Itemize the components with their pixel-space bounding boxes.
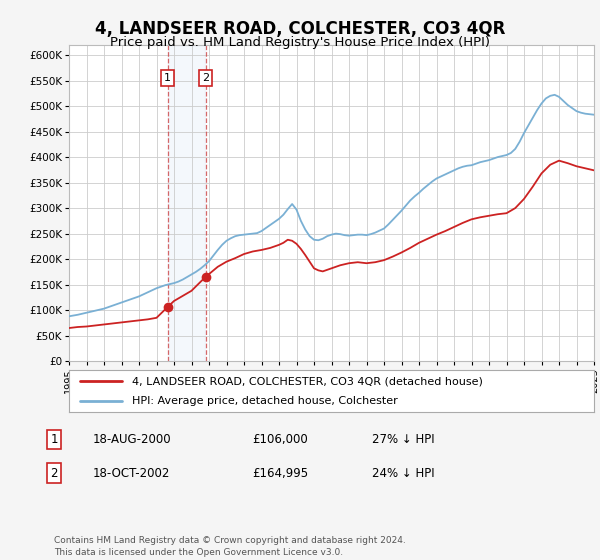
Text: 1: 1 [50, 433, 58, 446]
Text: 18-AUG-2000: 18-AUG-2000 [93, 433, 172, 446]
Text: Price paid vs. HM Land Registry's House Price Index (HPI): Price paid vs. HM Land Registry's House … [110, 36, 490, 49]
Text: 24% ↓ HPI: 24% ↓ HPI [372, 466, 434, 480]
Text: 2: 2 [202, 73, 209, 83]
Text: 4, LANDSEER ROAD, COLCHESTER, CO3 4QR: 4, LANDSEER ROAD, COLCHESTER, CO3 4QR [95, 20, 505, 38]
Text: 1: 1 [164, 73, 171, 83]
Text: 18-OCT-2002: 18-OCT-2002 [93, 466, 170, 480]
Text: Contains HM Land Registry data © Crown copyright and database right 2024.
This d: Contains HM Land Registry data © Crown c… [54, 536, 406, 557]
Text: £106,000: £106,000 [252, 433, 308, 446]
Text: HPI: Average price, detached house, Colchester: HPI: Average price, detached house, Colc… [132, 396, 398, 406]
Bar [167, 45, 205, 361]
Text: £164,995: £164,995 [252, 466, 308, 480]
Text: 2: 2 [50, 466, 58, 480]
Text: 27% ↓ HPI: 27% ↓ HPI [372, 433, 434, 446]
Text: 4, LANDSEER ROAD, COLCHESTER, CO3 4QR (detached house): 4, LANDSEER ROAD, COLCHESTER, CO3 4QR (d… [132, 376, 483, 386]
